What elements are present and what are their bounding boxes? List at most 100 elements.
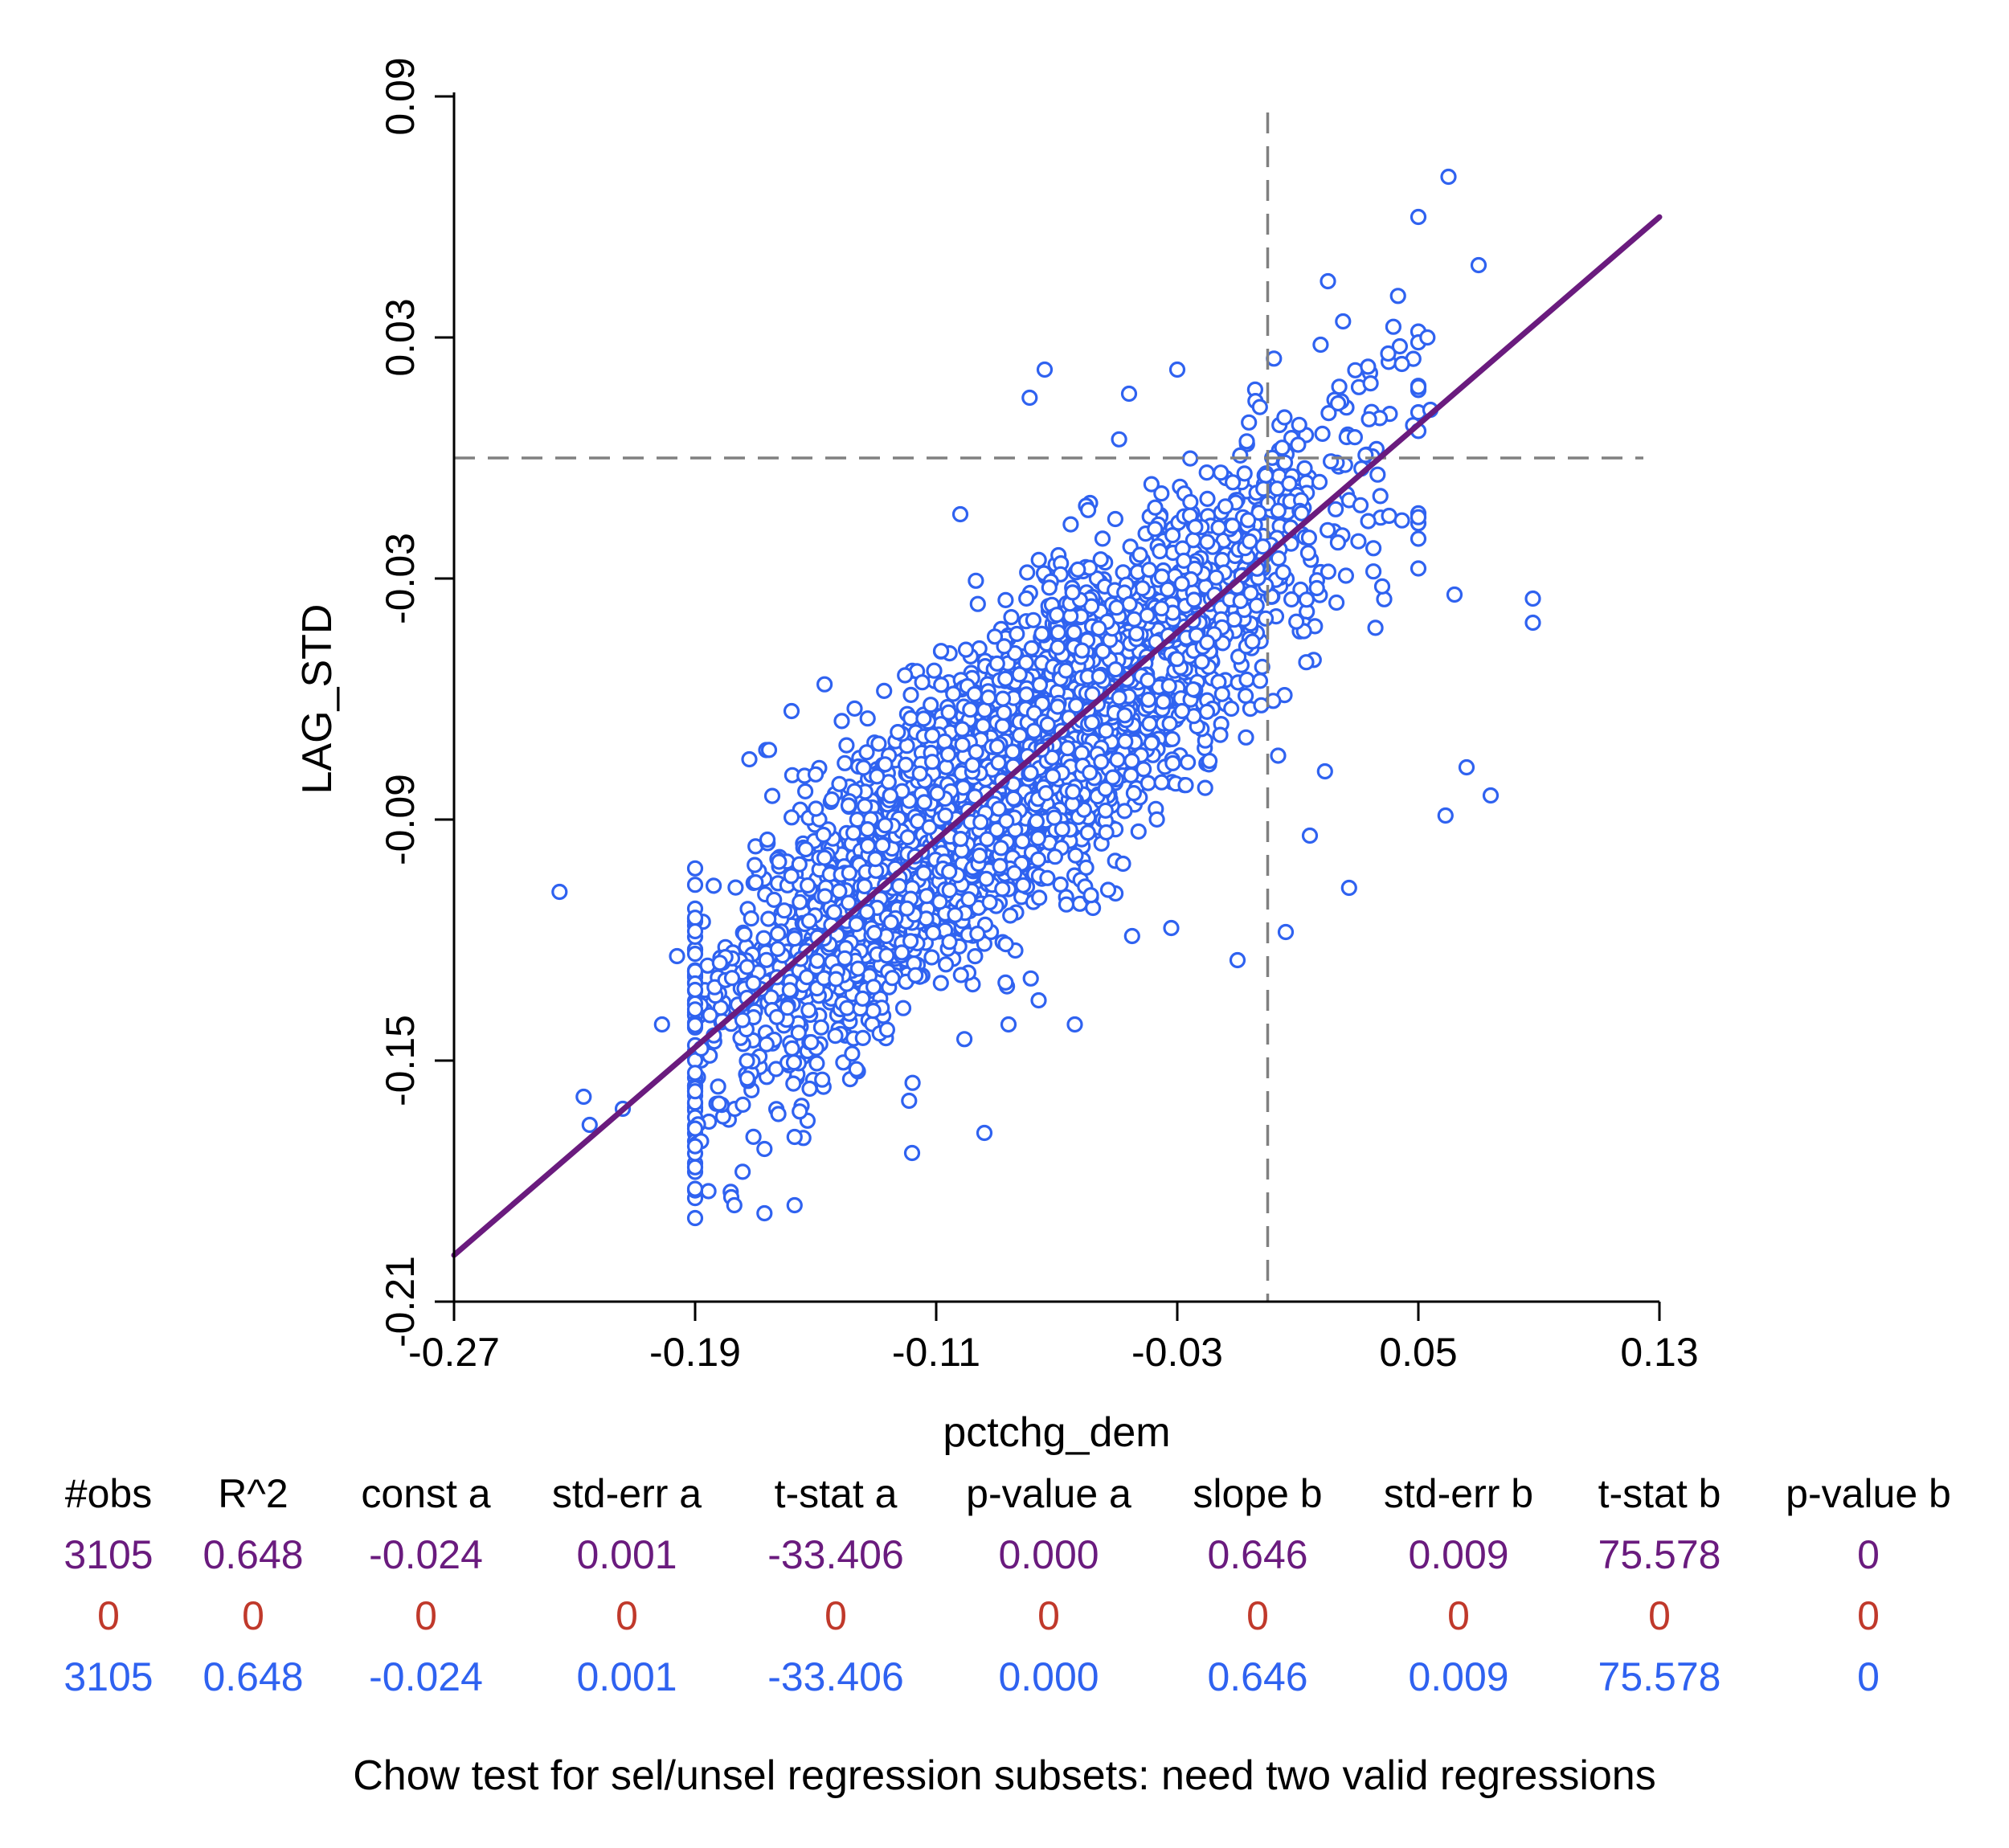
stats-cell: 0 bbox=[1857, 1654, 1880, 1699]
data-point bbox=[1041, 579, 1058, 596]
data-point bbox=[831, 882, 848, 900]
stats-cell: 0 bbox=[415, 1593, 437, 1638]
data-point bbox=[1316, 763, 1333, 780]
data-point bbox=[745, 1128, 762, 1146]
data-point bbox=[976, 1124, 993, 1142]
data-point bbox=[1093, 753, 1110, 771]
data-point bbox=[1074, 642, 1090, 659]
data-point bbox=[1311, 473, 1328, 491]
stats-header-cell: #obs bbox=[64, 1471, 153, 1516]
y-axis-title: LAG_STD bbox=[294, 604, 341, 795]
data-point bbox=[1017, 654, 1034, 671]
data-point bbox=[865, 979, 882, 996]
y-tick-label: -0.15 bbox=[378, 1015, 423, 1106]
data-point bbox=[1153, 484, 1170, 502]
data-point bbox=[798, 968, 816, 986]
data-point bbox=[686, 1001, 704, 1018]
data-point bbox=[848, 915, 865, 933]
data-point bbox=[964, 756, 981, 774]
data-point bbox=[1111, 689, 1127, 706]
data-point bbox=[859, 710, 876, 727]
data-point bbox=[859, 820, 876, 838]
data-point bbox=[686, 1159, 704, 1175]
data-point bbox=[1003, 608, 1020, 626]
data-point bbox=[1025, 611, 1042, 628]
data-point bbox=[865, 924, 883, 942]
data-point bbox=[1050, 623, 1067, 641]
data-point bbox=[933, 677, 950, 693]
data-point bbox=[1360, 358, 1377, 375]
data-point bbox=[734, 1096, 751, 1114]
data-point bbox=[799, 877, 816, 894]
stats-header-cell: p-value a bbox=[966, 1471, 1131, 1516]
data-point bbox=[937, 807, 954, 824]
data-point bbox=[1232, 447, 1249, 464]
data-point bbox=[1168, 361, 1186, 378]
stats-row-unselected: 3105 0.648 -0.024 0.001 -33.406 0.000 0.646 0.0… bbox=[32, 1654, 1993, 1715]
data-point bbox=[890, 877, 908, 894]
data-point bbox=[859, 837, 877, 854]
data-point bbox=[992, 857, 1009, 874]
data-point bbox=[1116, 707, 1133, 724]
data-point bbox=[1244, 633, 1261, 650]
data-point bbox=[1365, 540, 1382, 557]
data-point bbox=[801, 1080, 818, 1098]
data-point bbox=[1357, 447, 1374, 464]
data-point bbox=[921, 819, 938, 836]
data-point bbox=[1393, 355, 1410, 373]
data-point bbox=[1329, 534, 1347, 551]
data-point bbox=[1031, 677, 1049, 693]
data-point bbox=[838, 1000, 856, 1016]
data-point bbox=[841, 865, 857, 881]
data-point bbox=[837, 950, 853, 967]
data-point bbox=[1147, 521, 1164, 538]
data-point bbox=[1019, 564, 1036, 581]
stats-cell: 0.009 bbox=[1408, 1654, 1509, 1699]
data-point bbox=[1066, 1016, 1083, 1033]
data-point bbox=[1362, 375, 1379, 392]
data-point bbox=[941, 881, 958, 899]
data-point bbox=[1239, 512, 1257, 529]
data-point bbox=[1153, 774, 1170, 791]
data-point bbox=[1000, 1016, 1017, 1033]
data-point bbox=[846, 700, 863, 718]
data-point bbox=[1117, 733, 1134, 750]
data-point bbox=[803, 1033, 820, 1051]
data-point bbox=[1099, 881, 1117, 898]
data-point bbox=[686, 1138, 704, 1155]
stats-cell: 0.646 bbox=[1207, 1654, 1308, 1699]
data-point bbox=[980, 689, 997, 706]
data-point bbox=[771, 853, 788, 870]
data-point bbox=[1018, 590, 1035, 607]
data-point bbox=[1380, 345, 1397, 362]
data-point bbox=[897, 667, 914, 684]
stats-header-cell: t-stat b bbox=[1598, 1471, 1721, 1516]
stats-header-cell: p-value b bbox=[1786, 1471, 1951, 1516]
data-point bbox=[1223, 700, 1240, 718]
stats-cell: 0 bbox=[97, 1593, 120, 1638]
data-point bbox=[955, 1031, 973, 1048]
data-point bbox=[1331, 378, 1348, 395]
data-point bbox=[1005, 790, 1022, 807]
axes: -0.27 -0.19 -0.11 -0.03 0.05 0.13 -0.21 -0.15 -0… bbox=[378, 57, 1699, 1375]
data-point bbox=[878, 1021, 896, 1038]
data-point bbox=[711, 955, 728, 971]
data-point bbox=[854, 1029, 871, 1047]
y-tick-label: -0.21 bbox=[378, 1256, 423, 1347]
data-point bbox=[1082, 764, 1099, 781]
data-point bbox=[1125, 784, 1143, 802]
data-point bbox=[797, 840, 814, 858]
regression-line-group bbox=[451, 214, 1663, 1258]
data-point bbox=[1023, 640, 1040, 656]
y-tick-label: -0.03 bbox=[378, 533, 423, 624]
data-point bbox=[867, 850, 884, 868]
data-point bbox=[1127, 625, 1145, 642]
data-point bbox=[1232, 592, 1249, 610]
data-point bbox=[1090, 619, 1107, 637]
data-point bbox=[1147, 499, 1164, 516]
data-point bbox=[1187, 518, 1204, 536]
data-point bbox=[1045, 809, 1063, 826]
data-point bbox=[1002, 907, 1019, 924]
data-point bbox=[1029, 830, 1046, 847]
data-point bbox=[1373, 578, 1391, 595]
